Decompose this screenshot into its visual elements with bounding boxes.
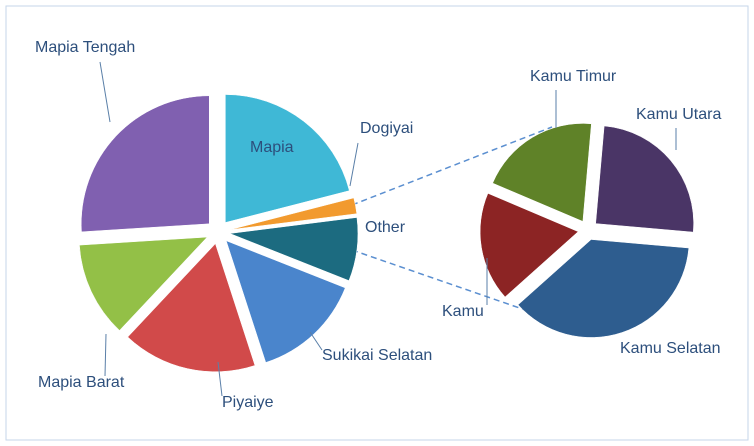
labels: Mapia Dogiyai Other Sukikai Selatan Piyaiye M… — [35, 39, 721, 411]
pie-slice — [79, 236, 208, 331]
slice-label: Mapia Tengah — [35, 39, 135, 56]
pie-slice — [225, 240, 346, 363]
slice-label: Dogiyai — [360, 120, 413, 137]
connector-line — [351, 126, 553, 206]
slice-label: Piyaiye — [222, 394, 274, 411]
leader-line — [104, 333, 107, 377]
slice-label: Kamu Utara — [636, 106, 721, 123]
pie-slice — [492, 123, 592, 222]
leader-line — [309, 331, 323, 351]
slice-label: Mapia Barat — [38, 374, 125, 391]
pie-slice — [127, 243, 256, 372]
slice-label: Sukikai Selatan — [322, 347, 432, 364]
pie-slice — [517, 239, 690, 338]
leader-line — [217, 361, 223, 397]
leader-line — [99, 61, 111, 123]
slice-label: Kamu — [442, 303, 484, 320]
pie-slice — [81, 95, 210, 233]
leader-line — [349, 142, 359, 187]
pie-slice — [225, 94, 350, 223]
slice-label: Kamu Timur — [530, 68, 617, 85]
slice-label: Other — [365, 219, 406, 236]
pies — [79, 94, 694, 372]
slice-label: Kamu Selatan — [620, 340, 721, 357]
slice-label: Mapia — [250, 139, 294, 156]
pie-slice — [595, 125, 694, 233]
pie-slice — [229, 197, 358, 230]
pie-slice — [229, 217, 359, 281]
pie-slice — [479, 193, 579, 298]
